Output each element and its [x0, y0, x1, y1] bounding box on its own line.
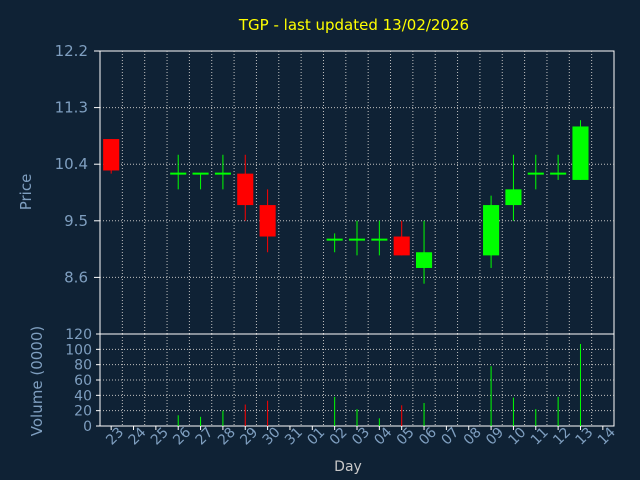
x-tick-label: 29 [237, 425, 261, 449]
x-tick-label: 04 [371, 424, 395, 448]
price-panel: 12.2 11.3 10.4 9.5 8.6 [55, 42, 615, 335]
x-tick-label: 05 [394, 425, 418, 449]
candle-body [505, 189, 522, 206]
x-tick-label: 26 [170, 424, 194, 448]
price-tick-label: 12.2 [55, 42, 88, 60]
x-tick-label: 07 [438, 425, 462, 449]
x-tick-label: 25 [148, 425, 172, 449]
candle-body [103, 139, 120, 171]
volume-tick-label: 0 [83, 419, 92, 435]
x-axis: 2324252627282930310102030405060708091011… [103, 424, 619, 448]
x-tick-label: 01 [304, 425, 328, 449]
x-tick-label: 10 [506, 425, 530, 449]
x-tick-label: 27 [193, 425, 217, 449]
volume-axis-label: Volume (0000) [28, 326, 46, 436]
x-tick-label: 06 [416, 424, 440, 448]
price-plot-frame [99, 50, 615, 335]
chart-title: TGP - last updated 13/02/2026 [238, 16, 469, 34]
x-tick-label: 24 [126, 424, 150, 448]
x-tick-label: 09 [483, 425, 507, 449]
x-tick-label: 11 [528, 425, 552, 449]
x-tick-label: 30 [260, 425, 284, 449]
price-tick-label: 8.6 [64, 268, 88, 286]
candle-body [237, 173, 254, 206]
candle-body [393, 236, 410, 256]
x-tick-label: 14 [595, 424, 619, 448]
volume-tick-label: 20 [74, 404, 92, 420]
volume-tick-label: 40 [74, 388, 92, 404]
price-tick-label: 10.4 [55, 155, 88, 173]
volume-tick-label: 80 [74, 358, 92, 374]
x-tick-label: 23 [103, 425, 127, 449]
candle-body [572, 126, 589, 180]
x-tick-label: 03 [349, 425, 373, 449]
volume-tick-label: 100 [65, 342, 92, 358]
price-tick-label: 9.5 [64, 212, 88, 230]
candle-body [483, 205, 500, 256]
volume-tick-label: 120 [65, 327, 92, 343]
candle-body [259, 205, 276, 237]
price-tick-label: 11.3 [55, 99, 88, 117]
x-tick-label: 08 [461, 425, 485, 449]
x-tick-label: 02 [327, 425, 351, 449]
x-tick-label: 31 [282, 425, 306, 449]
x-axis-label: Day [334, 459, 362, 475]
x-tick-label: 12 [550, 425, 574, 449]
price-axis-label: Price [17, 174, 35, 211]
x-tick-label: 28 [215, 425, 239, 449]
x-tick-label: 13 [573, 425, 597, 449]
candle-body [415, 252, 433, 268]
volume-tick-label: 60 [74, 373, 92, 389]
